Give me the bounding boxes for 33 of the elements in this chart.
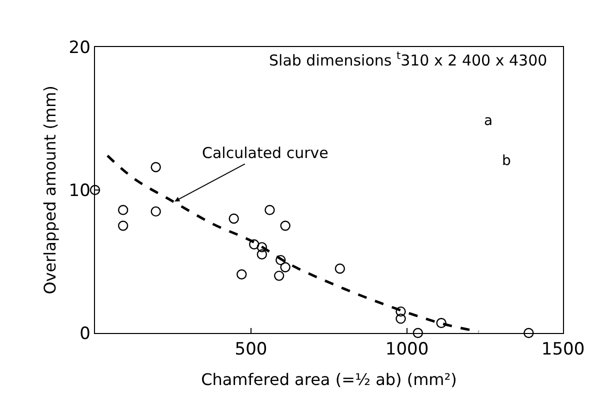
point [436,318,446,328]
annotation: a [484,113,493,129]
point [280,220,290,231]
point [256,249,268,260]
annotation: b [502,153,511,169]
point [150,206,161,217]
point [524,328,534,338]
point [334,264,346,274]
point [228,214,239,224]
point [396,306,406,317]
x-axis-title: Chamfered area (=½ ab) (mm²) [201,370,457,390]
y-tick-label: 0 [80,324,90,344]
y-tick-label: 20 [68,38,90,58]
point [256,242,268,252]
annotation: Calculated curve [202,144,328,162]
point [274,270,284,281]
annotation: Slab dimensions $^{t}$310 x 2 400 x 4300 [269,50,548,70]
point [118,220,128,231]
point [276,254,286,266]
x-tick-label: 1500 [541,340,585,360]
x-tick-label: 1000 [385,340,429,360]
y-tick-label: 10 [68,180,90,201]
point [280,262,290,272]
point [236,269,247,280]
point [118,204,128,216]
point [150,162,161,172]
point [90,184,100,196]
x-tick-label: 500 [234,340,268,360]
y-axis-title: Overlapped amount (mm) [40,86,60,294]
point [396,314,406,324]
point [264,204,275,216]
point [412,328,424,338]
point [249,239,260,250]
